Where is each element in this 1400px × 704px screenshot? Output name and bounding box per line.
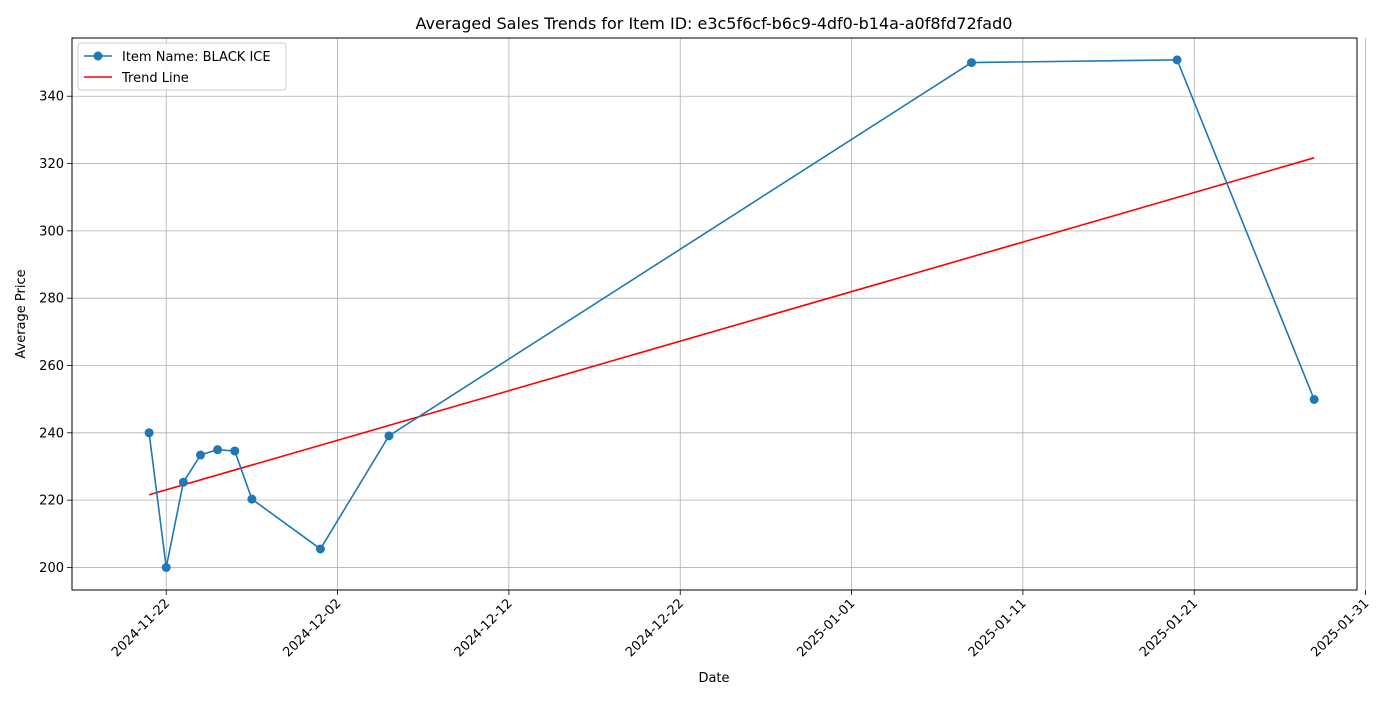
grid <box>72 38 1366 590</box>
x-tick-label: 2025-01-11 <box>966 596 1030 660</box>
x-axis-ticks: 2024-11-22 2024-12-02 2024-12-12 2024-12-22… <box>109 590 1372 660</box>
legend-label-trend: Trend Line <box>121 71 189 86</box>
y-tick-label: 320 <box>39 157 64 172</box>
data-point <box>161 562 171 572</box>
x-tick-label: 2025-01-21 <box>1137 596 1201 660</box>
x-tick-label: 2024-12-12 <box>452 596 516 660</box>
x-tick-label: 2025-01-31 <box>1308 596 1372 660</box>
trend-line <box>148 157 1315 496</box>
data-point <box>230 446 240 456</box>
y-tick-label: 260 <box>39 359 64 374</box>
y-tick-label: 300 <box>39 224 64 239</box>
data-point <box>1172 55 1182 65</box>
chart-title: Averaged Sales Trends for Item ID: e3c5f… <box>416 14 1013 33</box>
x-tick-label: 2024-12-22 <box>623 596 687 660</box>
series-layer <box>144 55 1319 572</box>
data-point <box>196 450 205 460</box>
data-point <box>178 477 188 487</box>
y-tick-label: 280 <box>39 292 64 307</box>
data-point <box>213 445 223 455</box>
data-point <box>967 58 976 68</box>
data-point <box>144 428 154 438</box>
x-tick-label: 2025-01-01 <box>794 596 858 660</box>
legend-label-series: Item Name: BLACK ICE <box>122 50 271 65</box>
plot-frame <box>71 37 1358 591</box>
y-tick-label: 220 <box>39 494 64 509</box>
y-tick-label: 240 <box>39 426 64 441</box>
x-axis-label: Date <box>698 671 729 686</box>
data-point <box>1309 394 1319 404</box>
trend-layer <box>148 157 1315 496</box>
series-line <box>148 59 1315 569</box>
legend-marker-series <box>93 51 103 61</box>
data-point <box>315 544 325 554</box>
legend: Item Name: BLACK ICE Trend Line <box>77 42 287 91</box>
y-axis-label: Average Price <box>14 269 29 358</box>
legend-box <box>77 42 287 91</box>
x-tick-label: 2024-11-22 <box>109 596 173 660</box>
y-tick-label: 340 <box>39 90 64 105</box>
y-tick-label: 200 <box>39 561 64 576</box>
x-tick-label: 2024-12-02 <box>280 596 344 660</box>
data-point <box>384 431 394 441</box>
data-point <box>247 494 257 504</box>
y-axis-ticks: 200 220 240 260 280 300 320 340 <box>39 90 72 576</box>
